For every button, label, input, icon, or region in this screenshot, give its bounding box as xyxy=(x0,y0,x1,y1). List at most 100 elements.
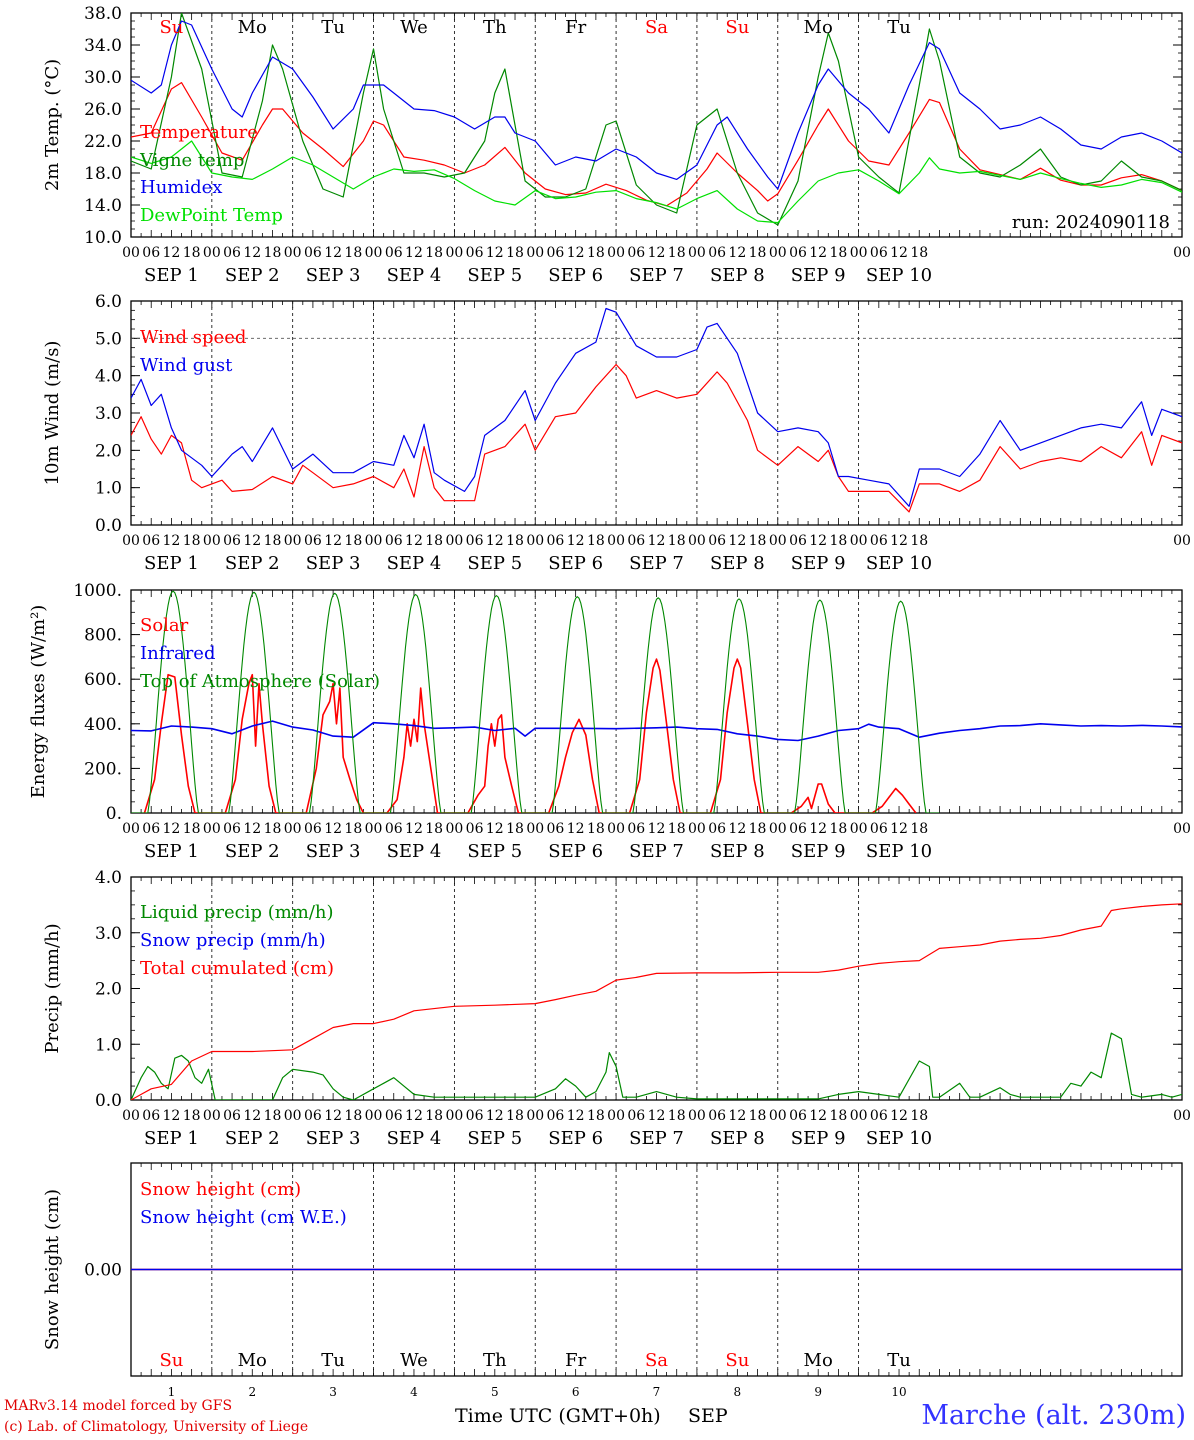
x-date-label: SEP 10 xyxy=(866,265,932,286)
x-hour-label: 12 xyxy=(809,1108,827,1124)
legend-liquid-precip-mm-h: Liquid precip (mm/h) xyxy=(140,902,334,923)
plot-frame xyxy=(130,12,1183,238)
x-hour-label: 18 xyxy=(344,245,362,261)
x-hour-label: 06 xyxy=(304,821,322,837)
x-date-label: SEP 1 xyxy=(144,1128,199,1149)
series-liquid-precip-mm-h xyxy=(131,1032,1182,1100)
plot-frame xyxy=(130,589,1183,814)
y-tick-label: 400. xyxy=(84,715,122,735)
x-date-label: SEP 7 xyxy=(629,265,684,286)
x-hour-label: 06 xyxy=(708,245,726,261)
x-hour-label: 00 xyxy=(284,1108,302,1124)
x-hour-label: 06 xyxy=(223,1108,241,1124)
x-date-label: SEP 8 xyxy=(710,553,765,574)
weekday-label: Mo xyxy=(238,17,267,38)
x-hour-label: 06 xyxy=(627,533,645,549)
x-hour-label: 00 xyxy=(203,533,221,549)
x-hour-label: 06 xyxy=(789,533,807,549)
x-hour-label: 12 xyxy=(890,245,908,261)
y-tick-label: 600. xyxy=(84,670,122,690)
x-hour-label: 06 xyxy=(870,821,888,837)
y-axis-title: 2m Temp. (°C) xyxy=(42,59,63,191)
x-hour-label: 18 xyxy=(910,821,928,837)
x-hour-label: 06 xyxy=(385,533,403,549)
x-hour-label: 12 xyxy=(163,245,181,261)
x-hour-label: 00 xyxy=(1173,821,1191,837)
x-date-label: SEP 7 xyxy=(629,841,684,862)
x-hour-label: 18 xyxy=(587,533,605,549)
x-hour-label: 00 xyxy=(769,533,787,549)
x-hour-label: 00 xyxy=(284,533,302,549)
x-hour-label: 00 xyxy=(122,245,140,261)
x-hour-label: 12 xyxy=(324,533,342,549)
x-hour-label: 18 xyxy=(829,821,847,837)
plot-frame xyxy=(130,876,1183,1101)
x-hour-label: 18 xyxy=(829,245,847,261)
x-date-label: SEP 6 xyxy=(548,553,603,574)
x-hour-label: 06 xyxy=(708,821,726,837)
x-hour-label: 12 xyxy=(728,821,746,837)
x-hour-label: 06 xyxy=(304,1108,322,1124)
x-hour-label: 00 xyxy=(526,1108,544,1124)
x-date-label: SEP 4 xyxy=(387,265,442,286)
y-tick-label: 26.0 xyxy=(84,100,122,120)
x-hour-label: 12 xyxy=(486,821,504,837)
x-hour-label: 18 xyxy=(749,821,767,837)
x-hour-label: 06 xyxy=(708,1108,726,1124)
x-date-label: SEP 10 xyxy=(866,553,932,574)
x-hour-label: 12 xyxy=(648,1108,666,1124)
y-tick-label: 1.0 xyxy=(95,479,122,499)
x-hour-label: 12 xyxy=(324,1108,342,1124)
x-date-label: SEP 4 xyxy=(387,841,442,862)
day-number-label: 3 xyxy=(329,1385,337,1399)
x-hour-label: 00 xyxy=(122,1108,140,1124)
x-date-label: SEP 9 xyxy=(791,1128,846,1149)
x-hour-label: 00 xyxy=(688,245,706,261)
x-hour-label: 00 xyxy=(445,821,463,837)
x-hour-label: 18 xyxy=(506,821,524,837)
x-hour-label: 12 xyxy=(890,1108,908,1124)
x-hour-label: 12 xyxy=(486,245,504,261)
y-tick-label: 18.0 xyxy=(84,164,122,184)
series-top-of-atmosphere-solar xyxy=(131,590,940,813)
x-date-label: SEP 5 xyxy=(467,1128,522,1149)
x-hour-label: 18 xyxy=(264,533,282,549)
x-date-label: SEP 7 xyxy=(629,1128,684,1149)
legend-infrared: Infrared xyxy=(140,643,215,664)
x-hour-label: 00 xyxy=(850,821,868,837)
x-axis-title: Time UTC (GMT+0h) xyxy=(455,1405,661,1427)
x-hour-label: 06 xyxy=(385,821,403,837)
x-date-label: SEP 7 xyxy=(629,553,684,574)
x-date-label: SEP 9 xyxy=(791,553,846,574)
x-date-label: SEP 1 xyxy=(144,553,199,574)
y-tick-label: 0.0 xyxy=(95,516,122,536)
x-hour-label: 18 xyxy=(910,533,928,549)
x-hour-label: 12 xyxy=(243,245,261,261)
x-hour-label: 00 xyxy=(607,1108,625,1124)
legend-snow-height-cm-w-e: Snow height (cm W.E.) xyxy=(140,1207,347,1228)
x-hour-label: 06 xyxy=(547,245,565,261)
x-hour-label: 18 xyxy=(506,245,524,261)
panel-snow: 0.00 Snow height (cm) Snow height (cm) Snow… xyxy=(42,1162,1183,1399)
y-tick-label: 0.0 xyxy=(95,1091,122,1111)
day-number-label: 2 xyxy=(248,1385,256,1399)
y-tick-label: 30.0 xyxy=(84,68,122,88)
y-tick-label: 200. xyxy=(84,759,122,779)
x-hour-label: 18 xyxy=(587,1108,605,1124)
legend-total-cumulated-cm: Total cumulated (cm) xyxy=(140,958,334,979)
weekday-label: Fr xyxy=(565,17,586,38)
legend-temperature: Temperature xyxy=(140,122,258,143)
y-tick-label: 14.0 xyxy=(84,196,122,216)
x-hour-label: 06 xyxy=(385,245,403,261)
day-number-label: 1 xyxy=(168,1385,176,1399)
y-tick-label: 3.0 xyxy=(95,924,122,944)
x-hour-label: 06 xyxy=(708,533,726,549)
x-hour-label: 18 xyxy=(668,821,686,837)
x-hour-label: 00 xyxy=(526,821,544,837)
x-hour-label: 12 xyxy=(728,1108,746,1124)
x-hour-label: 06 xyxy=(142,533,160,549)
x-hour-label: 00 xyxy=(607,821,625,837)
y-tick-label: 800. xyxy=(84,626,122,646)
x-hour-label: 00 xyxy=(1173,533,1191,549)
x-hour-label: 06 xyxy=(789,821,807,837)
